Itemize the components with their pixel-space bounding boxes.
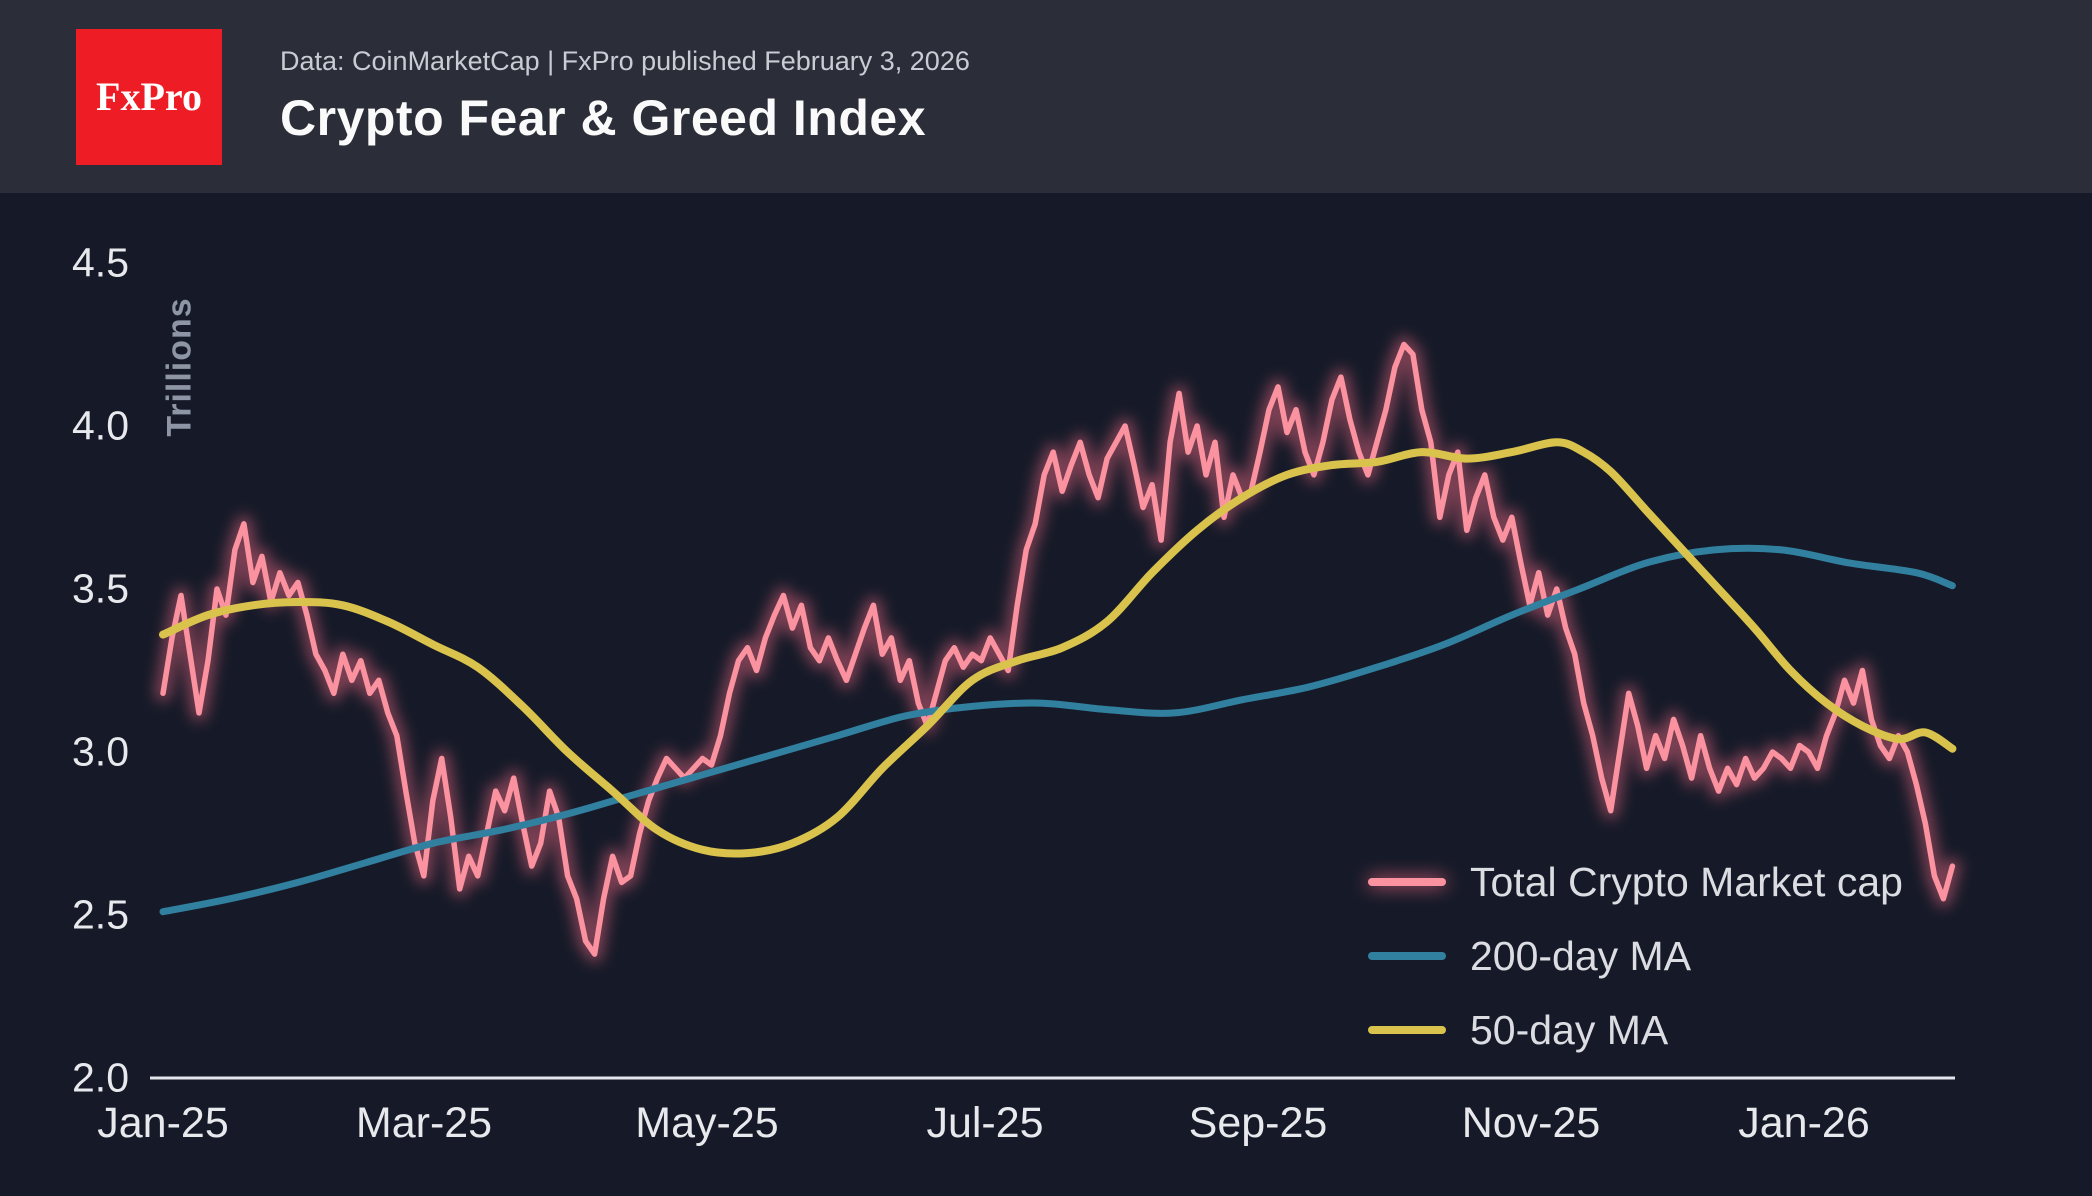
legend-label-market-cap: Total Crypto Market cap <box>1470 858 1903 905</box>
x-tick-nov25: Nov-25 <box>1461 1099 1601 1147</box>
legend-item-market-cap: Total Crypto Market cap <box>1368 845 1903 919</box>
legend-item-ma50: 50-day MA <box>1368 993 1903 1067</box>
x-tick-jan25: Jan-25 <box>97 1099 229 1147</box>
chart-area: Trillions 4.5 4.0 3.5 3.0 2.5 2.0 Jan-25… <box>0 193 2092 1196</box>
ma50-line-swatch <box>1368 1026 1446 1034</box>
legend-item-ma200: 200-day MA <box>1368 919 1903 993</box>
x-tick-sep25: Sep-25 <box>1188 1099 1328 1147</box>
y-tick-3-0: 3.0 <box>72 728 129 775</box>
ma200-line <box>159 544 1956 916</box>
data-source-line: Data: CoinMarketCap | FxPro published Fe… <box>280 46 970 76</box>
y-axis-label: Trillions <box>160 297 199 437</box>
legend-label-ma50: 50-day MA <box>1470 1006 1669 1053</box>
header-text: Data: CoinMarketCap | FxPro published Fe… <box>280 46 970 147</box>
market-cap-line <box>160 341 1956 957</box>
x-tick-jan26: Jan-26 <box>1738 1099 1870 1147</box>
legend-label-ma200: 200-day MA <box>1470 932 1692 979</box>
fxpro-logo-text: FxPro <box>96 74 202 119</box>
fxpro-logo: FxPro <box>76 28 222 165</box>
x-tick-may25: May-25 <box>635 1099 779 1147</box>
y-tick-4-0: 4.0 <box>72 402 129 449</box>
y-tick-4-5: 4.5 <box>72 239 129 286</box>
y-tick-2-0: 2.0 <box>72 1054 129 1101</box>
market-cap-line-swatch <box>1368 878 1446 886</box>
x-tick-mar25: Mar-25 <box>355 1099 493 1147</box>
series-layer <box>154 336 1961 963</box>
y-tick-3-5: 3.5 <box>72 565 129 612</box>
ma200-line-swatch <box>1368 952 1446 960</box>
header: FxPro Data: CoinMarketCap | FxPro publis… <box>0 0 2092 193</box>
legend: Total Crypto Market cap 200-day MA 50-da… <box>1368 845 1903 1067</box>
y-tick-2-5: 2.5 <box>72 891 129 938</box>
ma50-line <box>159 438 1957 858</box>
page-title: Crypto Fear & Greed Index <box>280 90 926 146</box>
chart-canvas <box>150 336 1961 1080</box>
x-tick-jul25: Jul-25 <box>926 1099 1044 1147</box>
